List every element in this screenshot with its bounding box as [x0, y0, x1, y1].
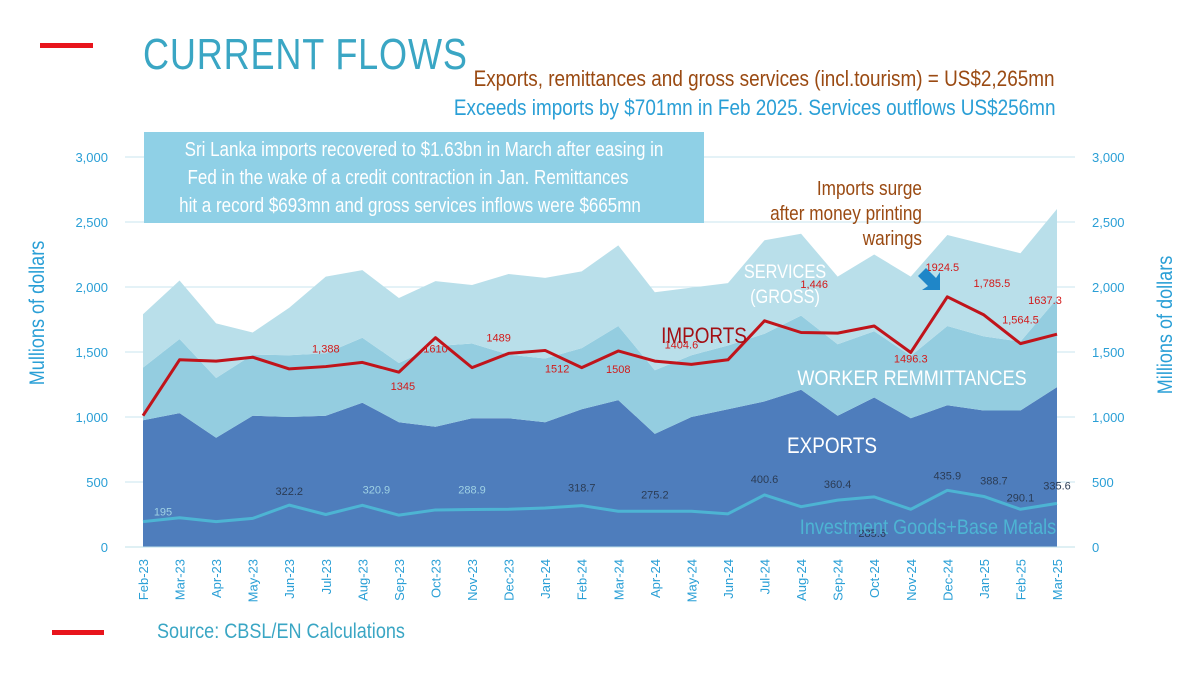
investment-data-label: 275.2: [641, 489, 669, 501]
imports-data-label: 1,446: [800, 279, 828, 291]
y-tick-label-right: 500: [1092, 475, 1114, 490]
investment-data-label: 322.2: [275, 486, 303, 498]
x-tick-label: Sep-23: [392, 559, 407, 601]
y-tick-label-left: 1,000: [75, 410, 108, 425]
exports-label: EXPORTS: [787, 434, 877, 459]
imports-data-label: 1637.3: [1028, 295, 1062, 307]
investment-data-label: 320.9: [363, 484, 391, 496]
imports-data-label: 1,785.5: [974, 278, 1011, 290]
imports-data-label: 1924.5: [925, 262, 959, 274]
annotation-line: after money printing: [770, 202, 922, 225]
y-axis-title-right: Millions of dollars: [1154, 256, 1178, 395]
x-tick-label: Jul-23: [319, 559, 334, 594]
investment-data-label: 435.9: [934, 470, 962, 482]
x-tick-label: Jul-24: [758, 559, 773, 594]
y-tick-label-right: 2,000: [1092, 280, 1125, 295]
investment-data-label: 388.7: [980, 475, 1008, 487]
services-area: [143, 209, 1057, 378]
top-red-bar: [40, 43, 93, 48]
x-tick-label: Feb-25: [1013, 559, 1028, 600]
x-tick-label: May-23: [246, 559, 261, 602]
x-tick-label: Aug-23: [355, 559, 370, 601]
imports-data-label: 1489: [486, 332, 510, 344]
y-tick-label-left: 2,000: [75, 280, 108, 295]
services-label-line2: (GROSS): [750, 286, 820, 307]
x-tick-label: Dec-23: [502, 559, 517, 601]
x-tick-label: Nov-23: [465, 559, 480, 601]
investment-data-label: 318.7: [568, 483, 596, 495]
x-tick-label: Oct-24: [867, 559, 882, 598]
investment-data-label: 288.9: [458, 484, 486, 496]
x-tick-label: May-24: [684, 559, 699, 602]
x-tick-label: Jan-25: [977, 559, 992, 599]
imports-label: IMPORTS: [661, 324, 747, 349]
services-label-line1: SERVICES: [744, 261, 826, 282]
subtitle-exports: Exports, remittances and gross services …: [474, 66, 1055, 91]
callout-line: Fed in the wake of a credit contraction …: [188, 166, 629, 189]
imports-data-label: 1,564.5: [1002, 315, 1039, 327]
x-tick-label: Oct-23: [428, 559, 443, 598]
annotation-line: warings: [862, 227, 922, 250]
y-tick-label-left: 2,500: [75, 215, 108, 230]
y-tick-label-right: 3,000: [1092, 150, 1125, 165]
investment-goods-label: Investment Goods+Base Metals: [800, 516, 1057, 540]
remittances-label: WORKER REMMITTANCES: [797, 367, 1026, 391]
imports-data-label: 1404.6: [665, 339, 699, 351]
investment-data-label: 335.6: [1043, 480, 1071, 492]
imports-line: [141, 295, 1058, 417]
x-tick-label: Aug-24: [794, 559, 809, 601]
x-tick-label: Mar-23: [173, 559, 188, 600]
imports-data-label: 1508: [606, 364, 630, 376]
y-tick-label-right: 0: [1092, 540, 1099, 555]
y-tick-label-left: 3,000: [75, 150, 108, 165]
y-tick-label-right: 1,500: [1092, 345, 1125, 360]
subtitle-imports: Exceeds imports by $701mn in Feb 2025. S…: [453, 95, 1055, 120]
x-tick-label: Nov-24: [904, 559, 919, 601]
source-note: Source: CBSL/EN Calculations: [157, 620, 405, 643]
y-tick-label-right: 2,500: [1092, 215, 1125, 230]
investment-data-label: 195: [154, 507, 172, 519]
imports-data-label: 1345: [391, 381, 415, 393]
y-tick-label-right: 1,000: [1092, 410, 1125, 425]
investment-data-label: 290.1: [1007, 492, 1035, 504]
x-tick-label: Feb-24: [575, 559, 590, 600]
y-axis-title-left: Mullions of dollars: [26, 241, 50, 386]
x-tick-label: Jun-23: [282, 559, 297, 599]
x-tick-label: Feb-23: [136, 559, 151, 600]
imports-data-label: 1610: [423, 344, 447, 356]
remittances-area: [143, 298, 1057, 438]
callout-box: [144, 132, 704, 223]
imports-data-label: 1496.3: [894, 353, 928, 365]
annotation-line: Imports surge: [817, 177, 922, 200]
arrow-icon: [918, 268, 940, 290]
x-tick-label: Mar-25: [1050, 559, 1065, 600]
y-tick-label-left: 500: [86, 475, 108, 490]
investment-goods-line: [142, 488, 1058, 524]
x-tick-label: Dec-24: [940, 559, 955, 601]
x-tick-label: Mar-24: [611, 559, 626, 600]
investment-data-label: 360.4: [824, 479, 852, 491]
bottom-red-bar: [52, 630, 104, 635]
callout-line: hit a record $693mn and gross services i…: [179, 194, 641, 217]
callout-line: Sri Lanka imports recovered to $1.63bn i…: [185, 138, 664, 161]
y-tick-label-left: 0: [101, 540, 108, 555]
x-tick-label: Jun-24: [721, 559, 736, 599]
investment-data-label: 400.6: [751, 474, 779, 486]
x-tick-label: Apr-23: [209, 559, 224, 598]
y-tick-label-left: 1,500: [75, 345, 108, 360]
imports-data-label: 1,388: [312, 344, 340, 356]
x-tick-label: Apr-24: [648, 559, 663, 598]
x-tick-label: Jan-24: [538, 559, 553, 599]
page-title: CURRENT FLOWS: [143, 30, 468, 79]
imports-data-label: 1512: [545, 363, 569, 375]
investment-data-label: 285.6: [858, 528, 886, 540]
x-tick-label: Sep-24: [831, 559, 846, 601]
